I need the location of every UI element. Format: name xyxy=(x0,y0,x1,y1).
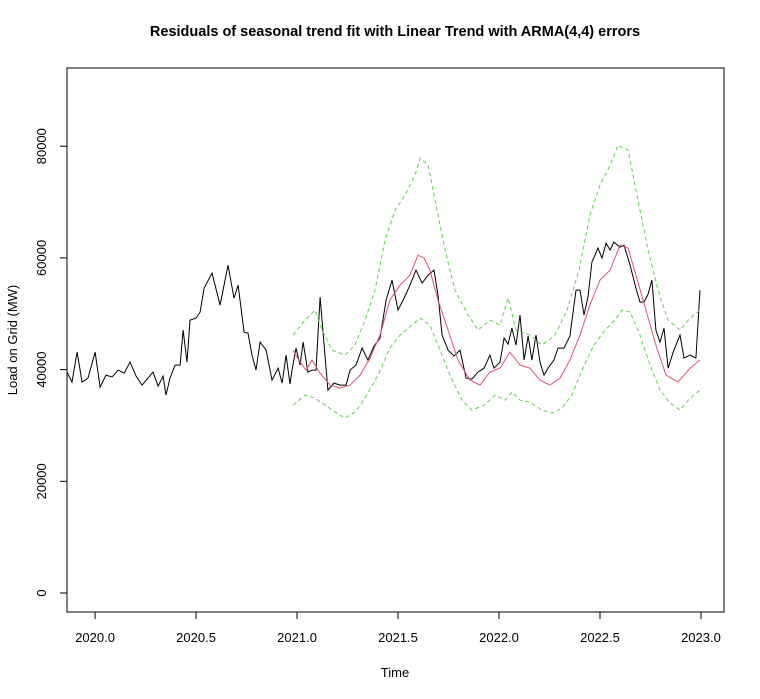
y-tick-label: 80000 xyxy=(34,128,49,164)
x-tick-label: 2023.0 xyxy=(681,630,721,645)
y-axis-title: Load on Grid (MW) xyxy=(5,285,20,396)
x-axis-title: Time xyxy=(381,665,409,680)
series-line xyxy=(292,309,701,419)
y-tick-label: 0 xyxy=(34,589,49,596)
y-tick-label: 40000 xyxy=(34,352,49,388)
x-tick-label: 2021.5 xyxy=(378,630,418,645)
x-tick-label: 2022.5 xyxy=(580,630,620,645)
x-tick-label: 2020.0 xyxy=(75,630,115,645)
y-tick-label: 60000 xyxy=(34,240,49,276)
plot-frame xyxy=(66,67,725,613)
x-tick-label: 2020.5 xyxy=(176,630,216,645)
series-line xyxy=(292,144,701,356)
x-tick-label: 2021.0 xyxy=(277,630,317,645)
x-tick-label: 2022.0 xyxy=(479,630,519,645)
series-line xyxy=(66,241,701,396)
y-tick-label: 20000 xyxy=(34,463,49,499)
series-line xyxy=(292,244,701,389)
chart-title: Residuals of seasonal trend fit with Lin… xyxy=(150,24,640,40)
